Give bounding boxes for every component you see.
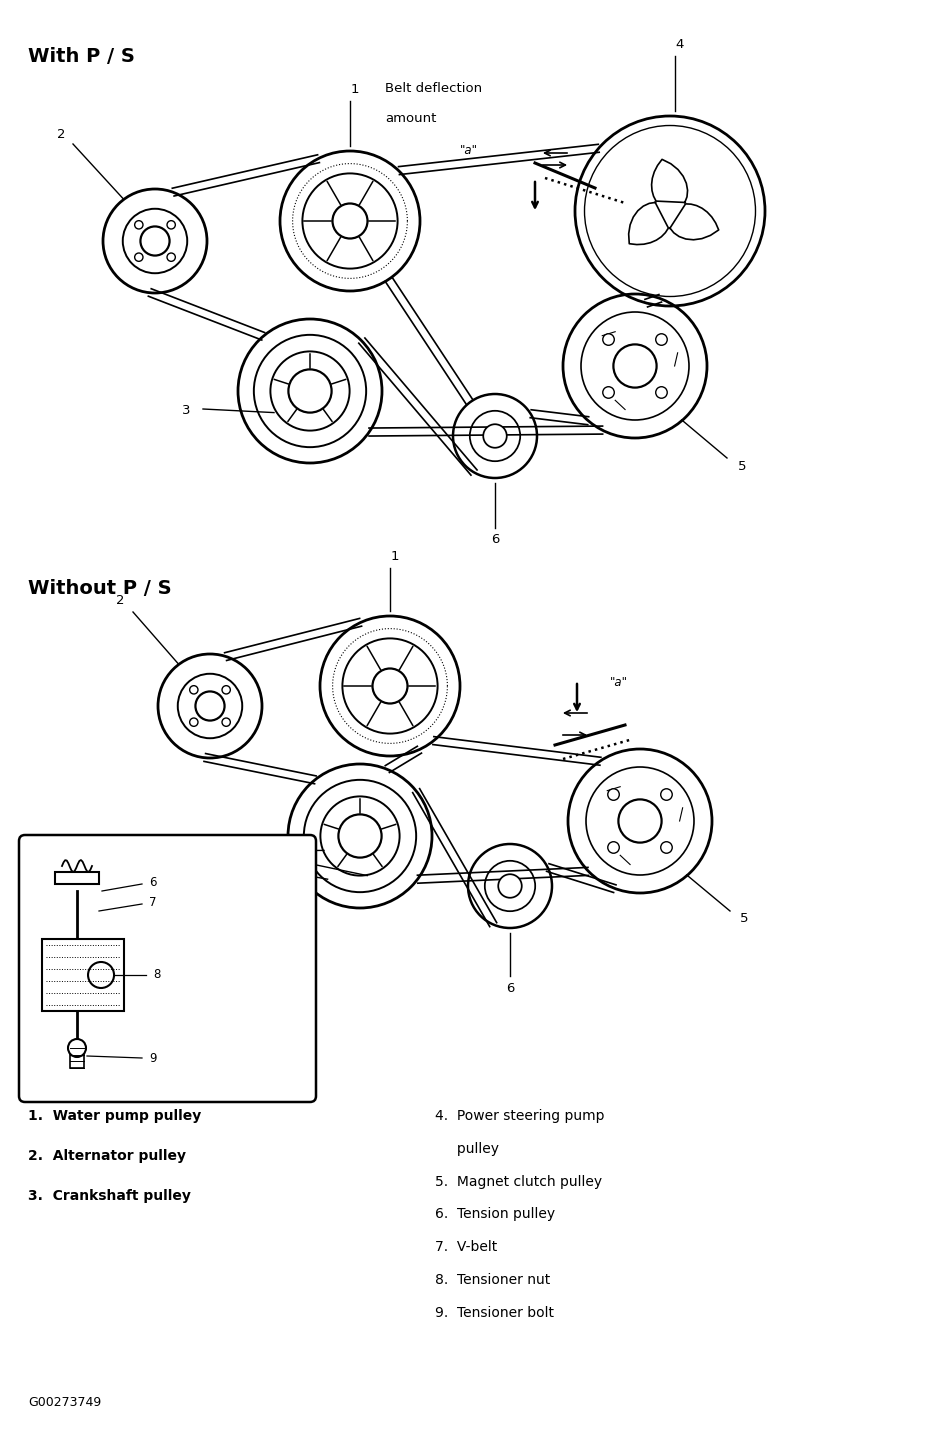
Text: 6: 6 — [149, 876, 157, 889]
Circle shape — [167, 254, 176, 261]
Polygon shape — [670, 203, 718, 239]
Circle shape — [338, 814, 381, 857]
Text: 6: 6 — [491, 533, 500, 546]
Circle shape — [661, 788, 672, 800]
Bar — [55, 872, 99, 883]
Circle shape — [332, 203, 367, 239]
Circle shape — [373, 669, 408, 703]
Circle shape — [222, 686, 230, 695]
Text: 7.  V-belt: 7. V-belt — [435, 1241, 498, 1254]
Text: 6.  Tension pulley: 6. Tension pulley — [435, 1208, 555, 1222]
Circle shape — [222, 718, 230, 726]
Text: 1.  Water pump pulley: 1. Water pump pulley — [28, 1110, 201, 1123]
Circle shape — [190, 718, 198, 726]
Circle shape — [655, 334, 668, 346]
Text: 4: 4 — [676, 37, 685, 50]
Text: amount: amount — [385, 112, 437, 125]
Text: 6: 6 — [506, 981, 515, 994]
Circle shape — [195, 692, 224, 720]
Circle shape — [484, 424, 507, 448]
Text: Without P / S: Without P / S — [28, 579, 172, 598]
Text: 1: 1 — [351, 82, 360, 95]
Bar — [42, 940, 124, 1012]
FancyBboxPatch shape — [19, 834, 316, 1102]
Text: 2: 2 — [56, 127, 65, 141]
Text: 8: 8 — [153, 968, 161, 981]
Bar — [70, 1048, 84, 1068]
Text: 4.  Power steering pump: 4. Power steering pump — [435, 1110, 605, 1123]
Circle shape — [288, 369, 331, 412]
Text: 9.  Tensioner bolt: 9. Tensioner bolt — [435, 1306, 554, 1320]
Circle shape — [619, 800, 662, 843]
Text: Belt deflection: Belt deflection — [385, 82, 482, 95]
Circle shape — [653, 195, 687, 228]
Polygon shape — [629, 202, 669, 245]
Text: 2: 2 — [115, 594, 124, 607]
Text: 7: 7 — [149, 896, 157, 909]
Text: "a": "a" — [610, 676, 628, 689]
Polygon shape — [652, 160, 687, 202]
Text: 3: 3 — [182, 405, 191, 418]
Text: 8.  Tensioner nut: 8. Tensioner nut — [435, 1272, 550, 1287]
Text: With P / S: With P / S — [28, 46, 135, 65]
Text: G00273749: G00273749 — [28, 1396, 101, 1409]
Circle shape — [167, 220, 176, 229]
Circle shape — [134, 220, 143, 229]
Circle shape — [603, 334, 614, 346]
Circle shape — [608, 788, 620, 800]
Text: 2.  Alternator pulley: 2. Alternator pulley — [28, 1148, 186, 1163]
Circle shape — [603, 386, 614, 398]
Circle shape — [655, 386, 668, 398]
Circle shape — [613, 344, 656, 388]
Circle shape — [499, 875, 522, 898]
Text: 3.  Crankshaft pulley: 3. Crankshaft pulley — [28, 1189, 191, 1203]
Text: 5.  Magnet clutch pulley: 5. Magnet clutch pulley — [435, 1174, 602, 1189]
Circle shape — [141, 226, 170, 255]
Text: 9: 9 — [149, 1052, 157, 1065]
Circle shape — [68, 1039, 86, 1058]
Circle shape — [134, 254, 143, 261]
Text: 1: 1 — [391, 549, 399, 562]
Circle shape — [661, 842, 672, 853]
Circle shape — [608, 842, 620, 853]
Circle shape — [190, 686, 198, 695]
Text: 5: 5 — [740, 912, 748, 925]
Text: 3: 3 — [236, 847, 244, 860]
Text: pulley: pulley — [435, 1141, 499, 1156]
Text: "a": "a" — [460, 144, 478, 157]
Text: 5: 5 — [738, 460, 747, 473]
